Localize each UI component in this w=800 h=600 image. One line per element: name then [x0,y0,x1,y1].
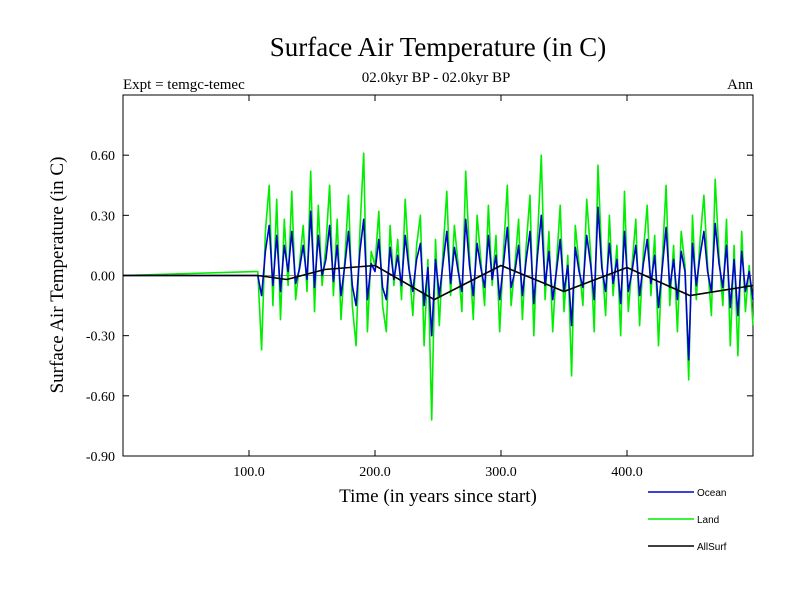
x-tick-label: 400.0 [611,465,643,480]
y-tick-label: 0.00 [91,270,116,285]
x-tick-label: 200.0 [359,465,391,480]
x-axis-label: Time (in years since start) [339,486,537,507]
y-tick-label: -0.90 [86,450,115,465]
y-tick-label: 0.60 [91,149,116,164]
x-tick-label: 100.0 [233,465,265,480]
chart-title: Surface Air Temperature (in C) [270,32,607,62]
series-line-allsurf [123,264,754,301]
x-tick-label: 300.0 [485,465,517,480]
experiment-label: Expt = temgc-temec [123,77,245,93]
y-tick-label: 0.30 [91,209,116,224]
y-tick-label: -0.30 [86,330,115,345]
series-line-ocean [123,206,754,361]
legend: Ocean Land AllSurf [648,488,727,553]
y-axis-label: Surface Air Temperature (in C) [47,157,68,394]
season-label: Ann [727,77,753,93]
legend-label-ocean: Ocean [697,488,726,499]
series-line-land [122,152,754,421]
axis-ticks [123,95,753,457]
tick-labels: -0.90 -0.60 -0.30 0.00 0.30 0.60 100.0 200.0 300… [86,149,643,480]
legend-label-land: Land [697,515,719,526]
y-tick-label: -0.60 [86,390,115,405]
chart-subtitle: 02.0kyr BP - 02.0kyr BP [362,70,511,86]
legend-label-allsurf: AllSurf [697,542,727,553]
data-series [122,152,754,421]
